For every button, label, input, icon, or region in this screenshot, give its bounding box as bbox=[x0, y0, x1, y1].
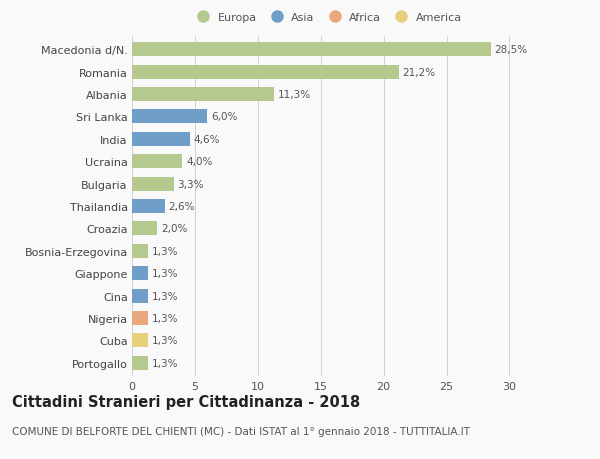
Bar bbox=[132, 66, 399, 79]
Bar bbox=[132, 88, 274, 102]
Bar bbox=[132, 133, 190, 146]
Bar bbox=[132, 155, 182, 169]
Bar bbox=[132, 311, 148, 325]
Text: 11,3%: 11,3% bbox=[278, 90, 311, 100]
Bar bbox=[132, 334, 148, 347]
Text: COMUNE DI BELFORTE DEL CHIENTI (MC) - Dati ISTAT al 1° gennaio 2018 - TUTTITALIA: COMUNE DI BELFORTE DEL CHIENTI (MC) - Da… bbox=[12, 426, 470, 436]
Text: Cittadini Stranieri per Cittadinanza - 2018: Cittadini Stranieri per Cittadinanza - 2… bbox=[12, 394, 360, 409]
Text: 28,5%: 28,5% bbox=[494, 45, 527, 55]
Bar bbox=[132, 110, 208, 124]
Text: 1,3%: 1,3% bbox=[152, 291, 179, 301]
Text: 2,0%: 2,0% bbox=[161, 224, 187, 234]
Text: 2,6%: 2,6% bbox=[169, 202, 195, 212]
Text: 1,3%: 1,3% bbox=[152, 336, 179, 346]
Text: 4,0%: 4,0% bbox=[186, 157, 212, 167]
Bar bbox=[132, 177, 173, 191]
Text: 1,3%: 1,3% bbox=[152, 313, 179, 323]
Text: 1,3%: 1,3% bbox=[152, 269, 179, 279]
Text: 21,2%: 21,2% bbox=[403, 67, 436, 78]
Bar bbox=[132, 289, 148, 303]
Bar bbox=[132, 244, 148, 258]
Bar bbox=[132, 356, 148, 370]
Text: 4,6%: 4,6% bbox=[194, 134, 220, 145]
Bar bbox=[132, 267, 148, 280]
Text: 3,3%: 3,3% bbox=[177, 179, 204, 189]
Bar bbox=[132, 43, 491, 57]
Text: 1,3%: 1,3% bbox=[152, 246, 179, 256]
Text: 1,3%: 1,3% bbox=[152, 358, 179, 368]
Text: 6,0%: 6,0% bbox=[211, 112, 238, 122]
Legend: Europa, Asia, Africa, America: Europa, Asia, Africa, America bbox=[188, 8, 466, 27]
Bar bbox=[132, 222, 157, 236]
Bar bbox=[132, 200, 165, 213]
